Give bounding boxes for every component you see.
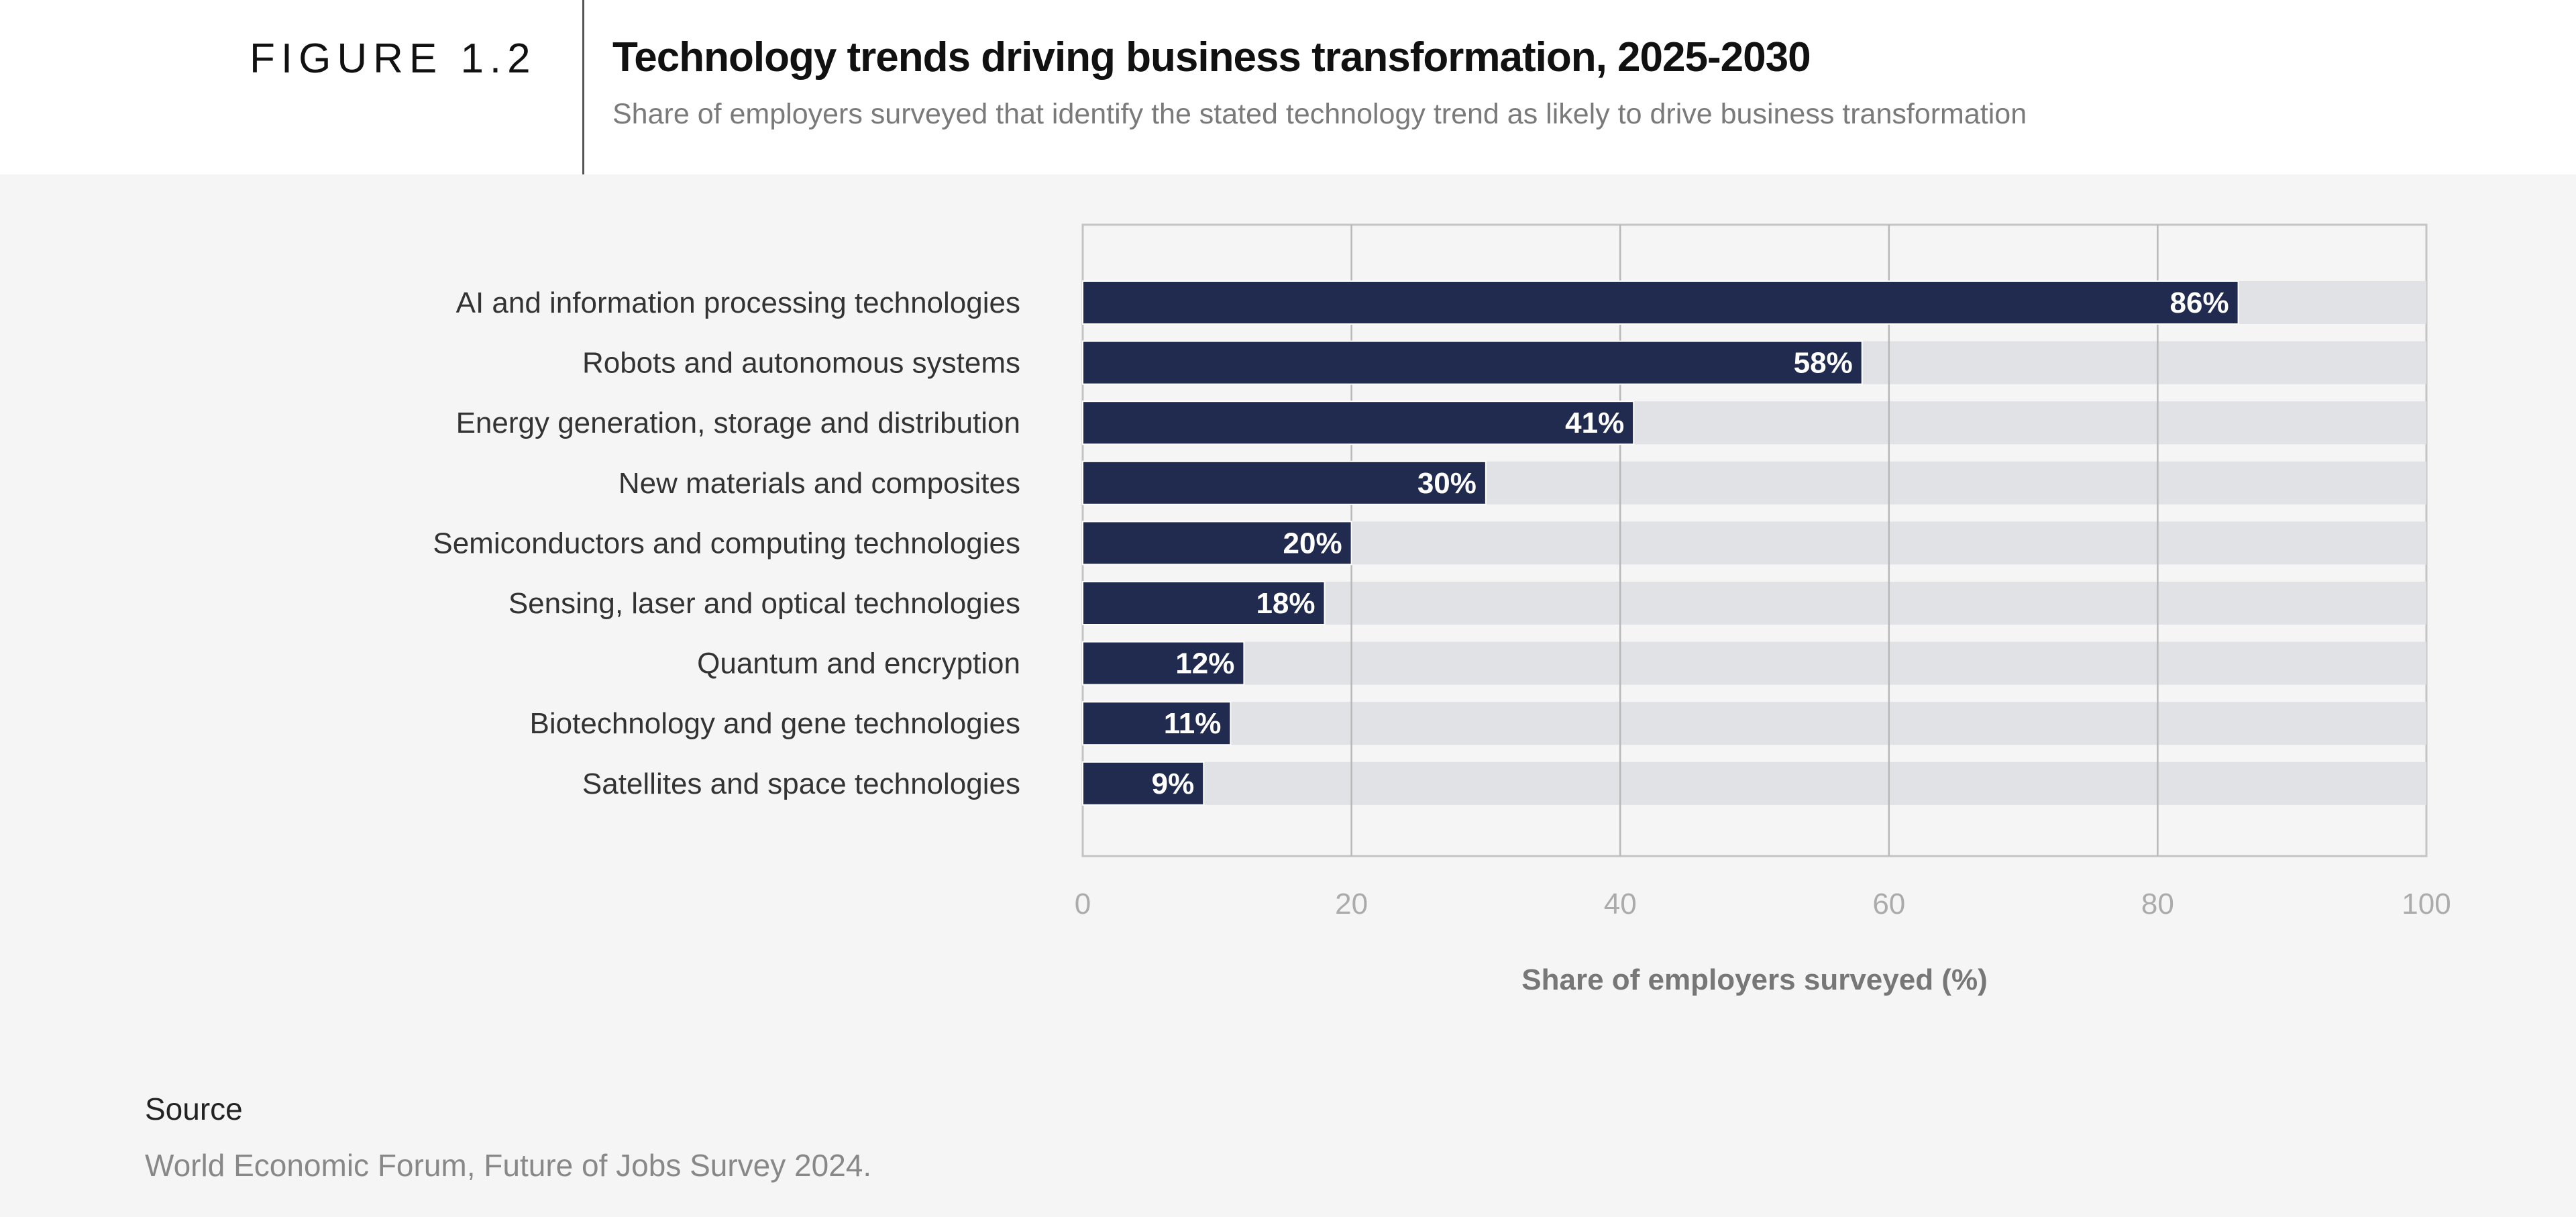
data-label: 11% bbox=[1164, 707, 1222, 740]
bar bbox=[1082, 280, 2239, 325]
category-label: AI and information processing technologi… bbox=[456, 286, 1020, 319]
x-tick-label: 80 bbox=[2141, 888, 2174, 920]
bar bbox=[1082, 581, 1326, 625]
figure-label: FIGURE 1.2 bbox=[250, 36, 537, 82]
bar-track bbox=[1083, 641, 2426, 685]
data-label: 9% bbox=[1152, 768, 1195, 800]
chart-title: Technology trends driving business trans… bbox=[612, 34, 1811, 81]
x-axis-label: Share of employers surveyed (%) bbox=[1521, 963, 1987, 996]
chart-subtitle: Share of employers surveyed that identif… bbox=[612, 98, 2027, 130]
bar bbox=[1082, 340, 1863, 385]
category-label: Biotechnology and gene technologies bbox=[530, 707, 1020, 740]
category-label: Semiconductors and computing technologie… bbox=[433, 527, 1020, 560]
category-label: Robots and autonomous systems bbox=[582, 347, 1020, 380]
bar bbox=[1082, 701, 1232, 746]
x-tick-label: 0 bbox=[1075, 888, 1091, 920]
bar bbox=[1082, 521, 1352, 566]
data-label: 41% bbox=[1565, 407, 1624, 439]
x-tick-label: 20 bbox=[1335, 888, 1368, 920]
data-label: 20% bbox=[1283, 527, 1342, 560]
data-label: 30% bbox=[1417, 467, 1477, 500]
header-divider bbox=[582, 0, 584, 174]
figure-header: FIGURE 1.2 Technology trends driving bus… bbox=[0, 0, 2576, 174]
bar bbox=[1082, 641, 1245, 686]
x-tick-label: 60 bbox=[1872, 888, 1905, 920]
data-label: 12% bbox=[1175, 647, 1234, 680]
data-label: 58% bbox=[1794, 347, 1853, 380]
data-label: 86% bbox=[2170, 286, 2229, 319]
source-text: World Economic Forum, Future of Jobs Sur… bbox=[145, 1148, 872, 1183]
category-label: New materials and composites bbox=[619, 467, 1020, 500]
category-label: Sensing, laser and optical technologies bbox=[508, 587, 1020, 620]
bar bbox=[1082, 761, 1205, 806]
source-heading: Source bbox=[145, 1092, 243, 1126]
x-tick-label: 40 bbox=[1604, 888, 1637, 920]
category-label: Satellites and space technologies bbox=[582, 768, 1020, 800]
x-tick-label: 100 bbox=[2402, 888, 2451, 920]
data-label: 18% bbox=[1256, 587, 1315, 620]
bar bbox=[1082, 460, 1487, 505]
bar-track bbox=[1083, 702, 2426, 745]
category-label: Energy generation, storage and distribut… bbox=[456, 407, 1020, 439]
category-label: Quantum and encryption bbox=[697, 647, 1020, 680]
bar-track bbox=[1083, 761, 2426, 805]
bar bbox=[1082, 401, 1635, 445]
